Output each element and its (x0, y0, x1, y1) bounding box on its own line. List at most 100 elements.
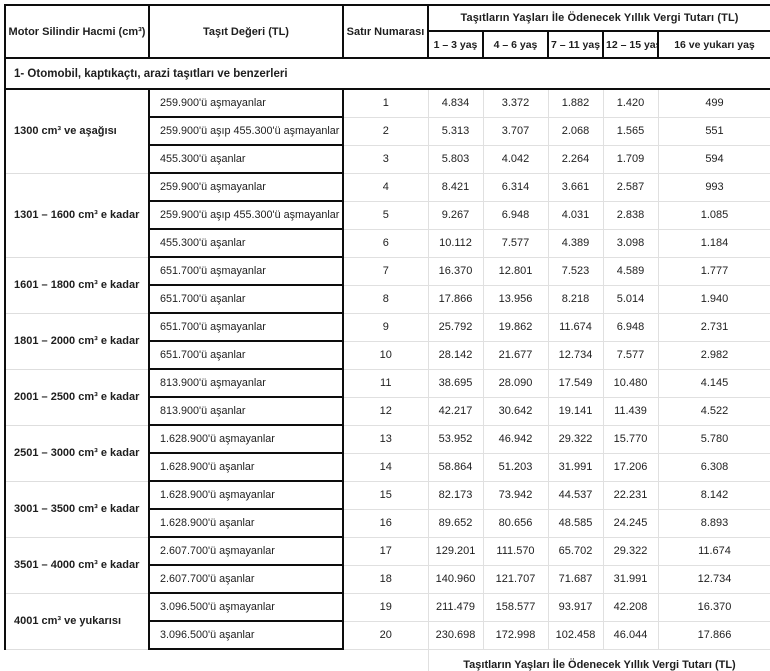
tax-amount-cell-age-0: 16.370 (427, 256, 484, 286)
tax-amount-cell-age-4: 1.940 (657, 284, 770, 314)
vehicle-value-cell: 651.700'ü aşanlar (148, 284, 344, 314)
header-row-top: Motor Silindir Hacmi (cm³) Taşıt Değeri … (4, 4, 770, 59)
tax-amount-cell-age-1: 30.642 (482, 396, 549, 426)
tax-amount-cell-age-2: 31.991 (547, 452, 604, 482)
tax-amount-cell-age-1: 172.998 (482, 620, 549, 650)
tax-amount-cell-age-4: 5.780 (657, 424, 770, 454)
age-header-7-11: 7 – 11 yaş (547, 30, 604, 59)
tax-amount-cell-age-4: 1.085 (657, 200, 770, 230)
vehicle-value-cell: 259.900'ü aşıp 455.300'ü aşmayanlar (148, 200, 344, 230)
tax-amount-cell-age-1: 12.801 (482, 256, 549, 286)
tax-amount-cell-age-1: 51.203 (482, 452, 549, 482)
tax-amount-cell-age-4: 4.522 (657, 396, 770, 426)
vehicle-value-cell: 1.628.900'ü aşmayanlar (148, 424, 344, 454)
tax-amount-cell-age-3: 2.587 (602, 172, 659, 202)
tax-amount-cell-age-0: 25.792 (427, 312, 484, 342)
engine-size-cell: 1601 – 1800 cm³ e kadar (4, 256, 150, 314)
tax-amount-cell-age-0: 230.698 (427, 620, 484, 650)
table-row: 651.700'ü aşanlar 10 28.142 21.677 12.734 7.5… (5, 340, 770, 370)
row-number-cell: 15 (342, 480, 429, 510)
tax-amount-cell-age-1: 6.314 (482, 172, 549, 202)
tax-amount-cell-age-3: 24.245 (602, 508, 659, 538)
tax-amount-cell-age-2: 48.585 (547, 508, 604, 538)
tax-amount-cell-age-0: 9.267 (427, 200, 484, 230)
vehicle-value-cell: 455.300'ü aşanlar (148, 228, 344, 258)
tax-amount-cell-age-0: 140.960 (427, 564, 484, 594)
row-number-cell: 2 (342, 116, 429, 146)
tax-amount-cell-age-4: 16.370 (657, 592, 770, 622)
row-number-cell: 7 (342, 256, 429, 286)
tax-amount-cell-age-0: 5.313 (427, 116, 484, 146)
vehicle-value-cell: 455.300'ü aşanlar (148, 144, 344, 174)
tax-amount-cell-age-3: 31.991 (602, 564, 659, 594)
engine-column-header: Motor Silindir Hacmi (cm³) (4, 4, 150, 59)
row-number-cell: 6 (342, 228, 429, 258)
row-number-cell: 16 (342, 508, 429, 538)
section-row: 1- Otomobil, kaptıkaçtı, arazi taşıtları… (4, 57, 770, 90)
tax-amount-cell-age-3: 7.577 (602, 340, 659, 370)
row-number-cell: 10 (342, 340, 429, 370)
tax-amount-cell-age-1: 46.942 (482, 424, 549, 454)
table-row: 1301 – 1600 cm³ e kadar 259.900'ü aşmayan… (4, 172, 770, 258)
vehicle-value-cell: 651.700'ü aşmayanlar (148, 256, 344, 286)
engine-size-cell: 1301 – 1600 cm³ e kadar (4, 172, 150, 258)
tax-amount-cell-age-2: 17.549 (547, 368, 604, 398)
row-number-cell: 14 (342, 452, 429, 482)
vehicle-value-cell: 3.096.500'ü aşanlar (148, 620, 344, 650)
tax-amount-cell-age-3: 2.838 (602, 200, 659, 230)
vehicle-value-cell: 259.900'ü aşmayanlar (148, 172, 344, 202)
tax-amount-cell-age-2: 3.661 (547, 172, 604, 202)
tax-amount-cell-age-1: 73.942 (482, 480, 549, 510)
section-title: 1- Otomobil, kaptıkaçtı, arazi taşıtları… (4, 57, 770, 90)
tax-amount-cell-age-0: 17.866 (427, 284, 484, 314)
tax-amount-cell-age-4: 2.731 (657, 312, 770, 342)
tax-amount-cell-age-3: 11.439 (602, 396, 659, 426)
tax-amount-cell-age-4: 11.674 (657, 536, 770, 566)
tax-amount-cell-age-4: 2.982 (657, 340, 770, 370)
tax-amount-cell-age-1: 6.948 (482, 200, 549, 230)
tax-amount-cell-age-2: 4.031 (547, 200, 604, 230)
row-number-cell: 5 (342, 200, 429, 230)
tax-amount-cell-age-1: 3.372 (482, 88, 549, 118)
table-row: 1.628.900'ü aşanlar 14 58.864 51.203 31.991 1… (5, 452, 770, 482)
tax-amount-cell-age-1: 28.090 (482, 368, 549, 398)
row-number-cell: 12 (342, 396, 429, 426)
row-number-cell: 17 (342, 536, 429, 566)
vehicle-tax-table: Motor Silindir Hacmi (cm³) Taşıt Değeri … (4, 4, 770, 671)
table-row: 3.096.500'ü aşanlar 20 230.698 172.998 102.4… (5, 620, 770, 650)
table-row: 1300 cm³ ve aşağısı 259.900'ü aşmayanlar 1… (4, 88, 770, 174)
tax-amount-cell-age-4: 551 (657, 116, 770, 146)
tax-amount-cell-age-2: 4.389 (547, 228, 604, 258)
table-row: 259.900'ü aşıp 455.300'ü aşmayanlar 2 5.31… (5, 116, 770, 146)
tax-amount-cell-age-2: 102.458 (547, 620, 604, 650)
vehicle-value-cell: 259.900'ü aşıp 455.300'ü aşmayanlar (148, 116, 344, 146)
vehicle-value-cell: 813.900'ü aşmayanlar (148, 368, 344, 398)
tax-amount-cell-age-3: 22.231 (602, 480, 659, 510)
tax-group-header: Taşıtların Yaşları İle Ödenecek Yıllık V… (427, 4, 770, 32)
vehicle-value-cell: 651.700'ü aşanlar (148, 340, 344, 370)
tax-amount-cell-age-3: 42.208 (602, 592, 659, 622)
tax-amount-cell-age-3: 5.014 (602, 284, 659, 314)
tax-amount-cell-age-0: 10.112 (427, 228, 484, 258)
tax-amount-cell-age-3: 17.206 (602, 452, 659, 482)
tax-amount-cell-age-4: 6.308 (657, 452, 770, 482)
vehicle-value-cell: 1.628.900'ü aşanlar (148, 452, 344, 482)
table-row: 1801 – 2000 cm³ e kadar 651.700'ü aşmayan… (4, 312, 770, 370)
tax-amount-cell-age-0: 53.952 (427, 424, 484, 454)
tax-amount-cell-age-1: 121.707 (482, 564, 549, 594)
engine-size-cell: 3501 – 4000 cm³ e kadar (4, 536, 150, 594)
tax-amount-cell-age-1: 4.042 (482, 144, 549, 174)
tax-amount-cell-age-0: 211.479 (427, 592, 484, 622)
vehicle-value-cell: 651.700'ü aşmayanlar (148, 312, 344, 342)
tax-amount-cell-age-0: 4.834 (427, 88, 484, 118)
tax-amount-cell-age-3: 29.322 (602, 536, 659, 566)
tax-amount-cell-age-0: 28.142 (427, 340, 484, 370)
table-header: Motor Silindir Hacmi (cm³) Taşıt Değeri … (4, 4, 770, 59)
vehicle-value-column-header: Taşıt Değeri (TL) (148, 4, 344, 59)
tax-amount-cell-age-4: 8.893 (657, 508, 770, 538)
age-header-12-15: 12 – 15 yaş (602, 30, 659, 59)
table-row: 1.628.900'ü aşanlar 16 89.652 80.656 48.585 2… (5, 508, 770, 538)
tax-amount-cell-age-3: 10.480 (602, 368, 659, 398)
tax-amount-cell-age-2: 29.322 (547, 424, 604, 454)
